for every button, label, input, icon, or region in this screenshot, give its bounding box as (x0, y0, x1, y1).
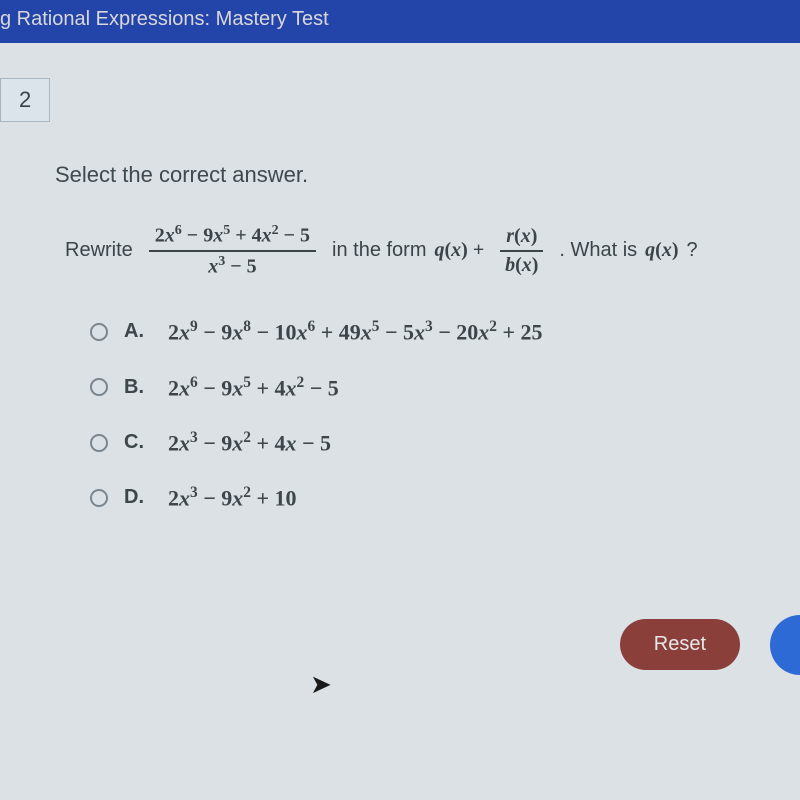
answer-letter-d: D. (124, 486, 148, 509)
question-expression: Rewrite 2x6 − 9x5 + 4x2 − 5 x3 − 5 in th… (65, 223, 770, 278)
qx-symbol: q(x) (645, 239, 678, 262)
answer-options: A. 2x9 − 9x8 − 10x6 + 49x5 − 5x3 − 20x2 … (90, 318, 770, 511)
rewrite-label: Rewrite (65, 239, 133, 262)
radio-c[interactable] (90, 434, 108, 452)
answer-expr-a: 2x9 − 9x8 − 10x6 + 49x5 − 5x3 − 20x2 + 2… (168, 318, 543, 345)
fraction-denominator: x3 − 5 (208, 252, 256, 279)
in-form-label: in the form (332, 239, 426, 262)
reset-button[interactable]: Reset (620, 619, 740, 670)
answer-option-b[interactable]: B. 2x6 − 9x5 + 4x2 − 5 (90, 374, 770, 401)
cursor-icon: ➤ (310, 669, 332, 700)
qx-plus: q(x) + (435, 239, 485, 262)
page-header: g Rational Expressions: Mastery Test (0, 0, 800, 43)
radio-a[interactable] (90, 323, 108, 341)
radio-d[interactable] (90, 489, 108, 507)
answer-option-d[interactable]: D. 2x3 − 9x2 + 10 (90, 484, 770, 511)
form-fraction: r(x) b(x) (500, 225, 543, 277)
form-denominator: b(x) (505, 252, 538, 277)
answer-expr-c: 2x3 − 9x2 + 4x − 5 (168, 429, 331, 456)
answer-option-a[interactable]: A. 2x9 − 9x8 − 10x6 + 49x5 − 5x3 − 20x2 … (90, 318, 770, 345)
question-number-container: 2 (0, 78, 800, 122)
question-number: 2 (0, 78, 50, 122)
form-numerator: r(x) (500, 225, 543, 252)
answer-letter-a: A. (124, 320, 148, 343)
answer-expr-d: 2x3 − 9x2 + 10 (168, 484, 297, 511)
question-mark: ? (687, 239, 698, 262)
answer-option-c[interactable]: C. 2x3 − 9x2 + 4x − 5 (90, 429, 770, 456)
radio-b[interactable] (90, 378, 108, 396)
next-button-partial[interactable] (770, 615, 800, 675)
question-content: Select the correct answer. Rewrite 2x6 −… (0, 122, 800, 560)
answer-expr-b: 2x6 − 9x5 + 4x2 − 5 (168, 374, 339, 401)
answer-letter-b: B. (124, 376, 148, 399)
fraction-numerator: 2x6 − 9x5 + 4x2 − 5 (149, 223, 316, 252)
answer-letter-c: C. (124, 431, 148, 454)
main-fraction: 2x6 − 9x5 + 4x2 − 5 x3 − 5 (149, 223, 316, 278)
what-is-label: . What is (559, 239, 637, 262)
header-title: g Rational Expressions: Mastery Test (0, 8, 329, 30)
prompt-text: Select the correct answer. (55, 162, 770, 188)
